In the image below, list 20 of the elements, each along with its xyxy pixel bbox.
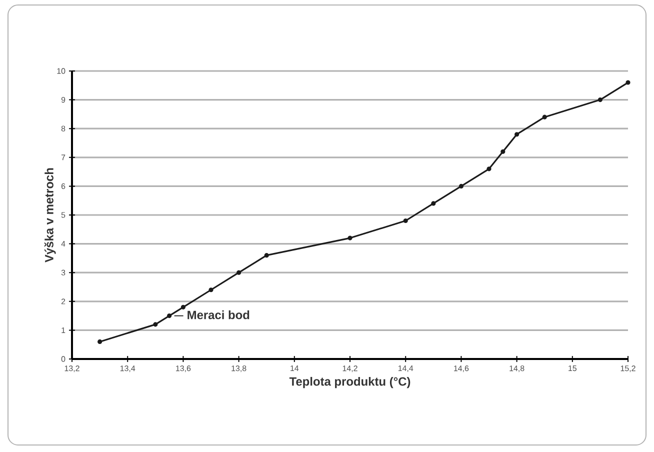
point	[264, 253, 269, 258]
point	[514, 132, 520, 137]
point	[98, 339, 102, 344]
point	[180, 304, 186, 310]
y-axis-title: Výška v metroch	[44, 168, 56, 262]
point	[486, 166, 492, 172]
point	[626, 80, 630, 85]
point	[208, 288, 214, 292]
point	[458, 184, 464, 188]
point	[153, 322, 158, 327]
x-axis-title: Teplota produktu (°C)	[289, 376, 410, 388]
point	[403, 218, 408, 224]
point	[542, 114, 547, 120]
point	[348, 236, 352, 240]
point	[598, 98, 602, 102]
point	[167, 314, 172, 318]
point	[500, 149, 506, 154]
annotation: Meraci bod	[188, 310, 250, 320]
point	[236, 270, 242, 275]
point	[431, 201, 436, 206]
